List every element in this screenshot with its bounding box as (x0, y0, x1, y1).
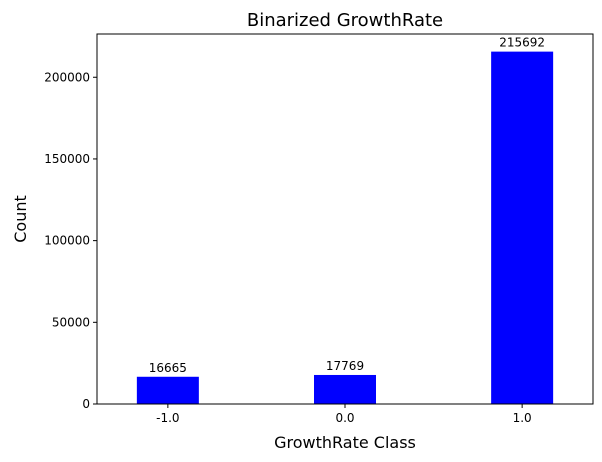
bar (314, 374, 376, 404)
x-tick-label: 0.0 (335, 411, 354, 425)
x-tick-label: 1.0 (513, 411, 532, 425)
data-labels: 16665 17769 215692 (149, 36, 545, 375)
bars (136, 51, 554, 405)
y-tick-label: 0 (82, 397, 90, 411)
y-axis-label: Count (11, 195, 30, 243)
y-axis: 0 50000 100000 150000 200000 (44, 70, 97, 411)
y-tick-label: 150000 (44, 152, 90, 166)
y-tick-label: 200000 (44, 70, 90, 84)
x-tick-label: -1.0 (156, 411, 179, 425)
chart-title: Binarized GrowthRate (247, 10, 443, 31)
x-axis: -1.0 0.0 1.0 (156, 404, 532, 425)
bar (491, 51, 554, 405)
bar-value-label: 17769 (326, 359, 364, 373)
plot-frame (96, 33, 594, 405)
y-tick-label: 100000 (44, 234, 90, 248)
bar-value-label: 215692 (499, 36, 545, 50)
x-axis-label: GrowthRate Class (274, 433, 416, 452)
bar (136, 376, 199, 404)
bar-value-label: 16665 (149, 361, 187, 375)
y-tick-label: 50000 (52, 315, 90, 329)
